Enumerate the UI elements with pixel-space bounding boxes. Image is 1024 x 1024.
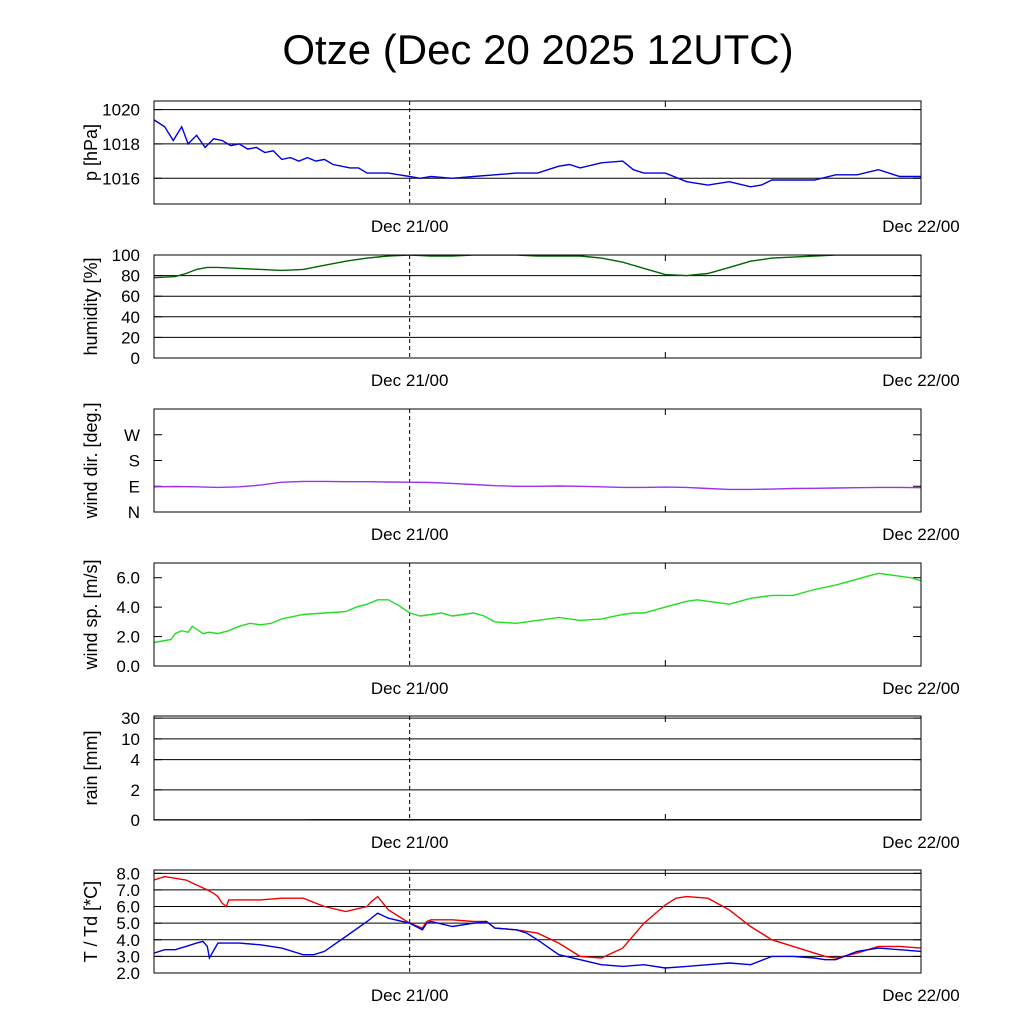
wind_speed-ytick-label: 0.0 (116, 657, 140, 676)
humidity-ylabel: humidity [%] (81, 257, 101, 355)
wind_direction-ytick-label: E (129, 477, 140, 496)
temperature-series-line-1 (154, 912, 921, 969)
pressure-ytick-label: 1020 (102, 101, 140, 120)
wind_direction-xtick-label: Dec 22/00 (882, 525, 960, 544)
humidity-ytick-label: 80 (121, 267, 140, 286)
humidity-ytick-label: 0 (131, 349, 140, 368)
pressure-ylabel: p [hPa] (81, 124, 101, 181)
pressure-frame (153, 100, 922, 205)
wind_direction-xtick-label: Dec 21/00 (371, 525, 449, 544)
temperature-ytick-label: 6.0 (116, 898, 140, 917)
temperature-frame (153, 869, 922, 974)
humidity-ytick-label: 100 (112, 246, 140, 265)
rain-ytick-label: 2 (131, 781, 140, 800)
rain-xtick-label: Dec 22/00 (882, 833, 960, 852)
rain-ylabel: rain [mm] (81, 730, 101, 805)
humidity-xtick-label: Dec 22/00 (882, 371, 960, 390)
wind_speed-ytick-label: 2.0 (116, 628, 140, 647)
temperature-series-line-0 (154, 875, 921, 959)
rain-frame (153, 715, 922, 821)
pressure-ytick-label: 1016 (102, 169, 140, 188)
wind_direction-series-line-0 (154, 480, 921, 491)
wind_direction-ylabel: wind dir. [deg.] (81, 402, 101, 519)
rain-ytick-label: 30 (121, 709, 140, 728)
wind_direction-ytick-label: S (129, 452, 140, 471)
wind_speed-ytick-label: 4.0 (116, 598, 140, 617)
temperature-ylabel: T / Td [*C] (81, 881, 101, 962)
temperature-ytick-label: 7.0 (116, 881, 140, 900)
wind_direction-ytick-label: N (128, 503, 140, 522)
rain-panel: Dec 21/00 Dec 22/00 0 2 4 10 30 rain [mm] (81, 709, 960, 852)
wind_speed-panel: Dec 21/00 Dec 22/00 0.0 2.0 4.0 6.0 wind sp. [… (81, 559, 960, 698)
pressure-series-line-0 (154, 119, 921, 188)
wind_speed-ylabel: wind sp. [m/s] (81, 559, 101, 670)
humidity-ytick-label: 20 (121, 328, 140, 347)
temperature-ytick-label: 2.0 (116, 964, 140, 983)
temperature-ytick-label: 4.0 (116, 931, 140, 950)
rain-ytick-label: 10 (121, 730, 140, 749)
rain-ytick-label: 4 (131, 751, 140, 770)
wind_direction-ytick-label: W (124, 426, 140, 445)
wind_speed-xtick-label: Dec 21/00 (371, 679, 449, 698)
wind_speed-series-line-0 (154, 572, 921, 644)
humidity-xtick-label: Dec 21/00 (371, 371, 449, 390)
humidity-ytick-label: 60 (121, 287, 140, 306)
wind_speed-frame (153, 562, 922, 667)
wind_speed-ytick-label: 6.0 (116, 569, 140, 588)
temperature-panel: Dec 21/00 Dec 22/00 2.03.04.05.06.07.08.0 T… (81, 864, 960, 1005)
humidity-series-line-0 (154, 255, 921, 279)
temperature-ytick-label: 5.0 (116, 914, 140, 933)
rain-ytick-label: 0 (131, 811, 140, 830)
chart-title: Otze (Dec 20 2025 12UTC) (282, 26, 794, 73)
humidity-ytick-label: 40 (121, 308, 140, 327)
temperature-ytick-label: 8.0 (116, 864, 140, 883)
pressure-xtick-label: Dec 21/00 (371, 217, 449, 236)
temperature-ytick-label: 3.0 (116, 947, 140, 966)
pressure-ytick-label: 1018 (102, 135, 140, 154)
temperature-xtick-label: Dec 22/00 (882, 986, 960, 1005)
wind_speed-xtick-label: Dec 22/00 (882, 679, 960, 698)
temperature-xtick-label: Dec 21/00 (371, 986, 449, 1005)
wind_direction-frame (153, 408, 922, 513)
pressure-xtick-label: Dec 22/00 (882, 217, 960, 236)
rain-xtick-label: Dec 21/00 (371, 833, 449, 852)
humidity-frame (153, 254, 922, 359)
